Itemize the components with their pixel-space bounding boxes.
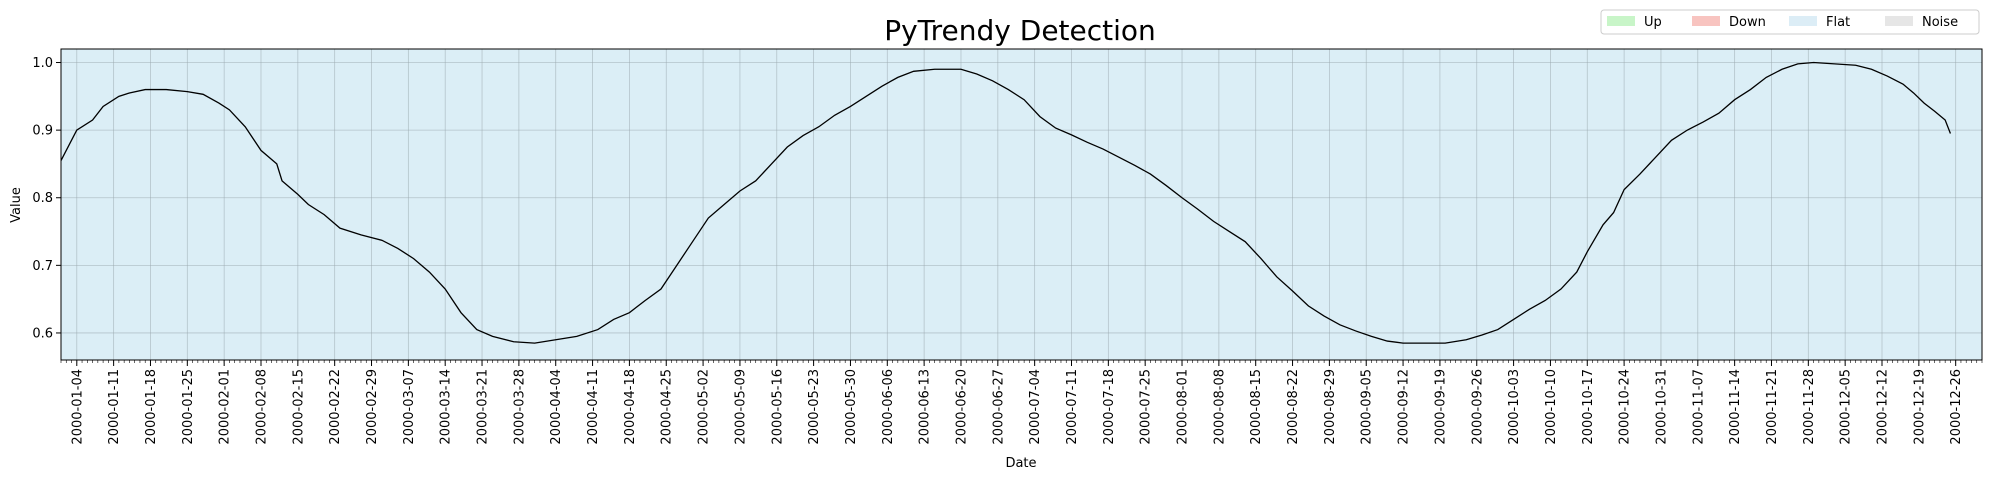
x-tick-label: 2000-04-11	[586, 369, 601, 445]
x-tick-label: 2000-02-01	[218, 369, 233, 445]
x-tick-label: 2000-11-21	[1765, 369, 1780, 445]
x-tick-label: 2000-04-04	[549, 369, 564, 445]
x-tick-label: 2000-02-29	[365, 369, 380, 445]
x-tick-label: 2000-06-20	[954, 369, 969, 445]
legend-items: Up Down Flat Noise	[1607, 15, 1958, 30]
flat-region	[61, 49, 1982, 360]
x-tick-label: 2000-01-11	[107, 369, 122, 445]
chart-title: PyTrendy Detection	[884, 14, 1156, 47]
x-tick-label: 2000-04-25	[660, 369, 675, 445]
x-tick-label: 2000-10-17	[1581, 369, 1596, 445]
x-tick-label: 2000-08-15	[1249, 369, 1264, 445]
x-tick-label: 2000-02-08	[254, 369, 269, 445]
legend-label: Noise	[1922, 15, 1958, 30]
x-tick-label: 2000-11-28	[1802, 369, 1817, 445]
y-tick-label: 0.8	[32, 191, 53, 206]
x-axis: 2000-01-04 2000-01-11 2000-01-18 2000-01-25…	[60, 360, 1983, 445]
x-tick-label: 2000-12-12	[1876, 369, 1891, 445]
x-tick-label: 2000-12-26	[1949, 369, 1964, 445]
x-tick-label: 2000-12-19	[1912, 369, 1927, 445]
y-tick-label: 0.6	[32, 326, 53, 341]
x-tick-label: 2000-11-14	[1728, 369, 1743, 445]
x-tick-label: 2000-03-14	[439, 369, 454, 445]
grid-layer	[61, 49, 1982, 360]
x-tick-label: 2000-11-07	[1691, 369, 1706, 445]
x-tick-label: 2000-08-08	[1212, 369, 1227, 445]
y-axis-label: Value	[9, 187, 24, 223]
x-tick-label: 2000-06-13	[918, 369, 933, 445]
x-tick-label: 2000-08-29	[1323, 369, 1338, 445]
x-tick-label: 2000-05-02	[697, 369, 712, 445]
x-tick-label: 2000-03-07	[402, 369, 417, 445]
x-tick-label: 2000-06-06	[881, 369, 896, 445]
x-tick-label: 2000-07-04	[1028, 369, 1043, 445]
legend-label: Down	[1729, 15, 1766, 30]
x-tick-label: 2000-05-09	[733, 369, 748, 445]
x-tick-label: 2000-08-01	[1176, 369, 1191, 445]
x-tick-label: 2000-04-18	[623, 369, 638, 445]
legend-label: Up	[1644, 15, 1662, 30]
x-tick-label: 2000-07-11	[1065, 369, 1080, 445]
x-tick-label: 2000-05-16	[770, 369, 785, 445]
x-tick-label: 2000-09-26	[1470, 369, 1485, 445]
legend-swatch	[1607, 16, 1635, 26]
x-tick-label: 2000-05-23	[807, 369, 822, 445]
x-tick-label: 2000-01-25	[181, 369, 196, 445]
x-tick-label: 2000-12-05	[1839, 369, 1854, 445]
x-tick-label: 2000-07-18	[1102, 369, 1117, 445]
x-tick-label: 2000-10-10	[1544, 369, 1559, 445]
x-tick-label: 2000-05-30	[844, 369, 859, 445]
x-tick-label: 2000-09-19	[1433, 369, 1448, 445]
y-tick-label: 1.0	[32, 56, 53, 71]
y-tick-label: 0.7	[32, 259, 53, 274]
y-axis: 0.6 0.7 0.8 0.9 1.0	[32, 56, 61, 341]
x-tick-label: 2000-02-15	[291, 369, 306, 445]
x-tick-label: 2000-09-05	[1360, 369, 1375, 445]
series-line	[60, 61, 1952, 344]
x-tick-label: 2000-03-21	[476, 369, 491, 445]
legend-swatch	[1692, 16, 1720, 26]
x-tick-label: 2000-10-24	[1618, 369, 1633, 445]
x-tick-label: 2000-01-18	[144, 369, 159, 445]
legend: Up Down Flat Noise	[1600, 9, 1980, 35]
legend-swatch	[1885, 16, 1913, 26]
plot-frame	[60, 48, 1983, 361]
x-tick-label: 2000-02-22	[328, 369, 343, 445]
x-tick-label: 2000-06-27	[991, 369, 1006, 445]
x-tick-label: 2000-08-22	[1286, 369, 1301, 445]
x-tick-label: 2000-10-03	[1507, 369, 1522, 445]
legend-label: Flat	[1826, 15, 1850, 30]
x-axis-label: Date	[1005, 456, 1036, 471]
legend-swatch	[1789, 16, 1817, 26]
x-tick-label: 2000-09-12	[1397, 369, 1412, 445]
x-tick-label: 2000-01-04	[70, 369, 85, 445]
x-tick-label: 2000-10-31	[1654, 369, 1669, 445]
x-tick-label: 2000-07-25	[1139, 369, 1154, 445]
x-tick-label: 2000-03-28	[512, 369, 527, 445]
y-tick-label: 0.9	[32, 124, 53, 139]
